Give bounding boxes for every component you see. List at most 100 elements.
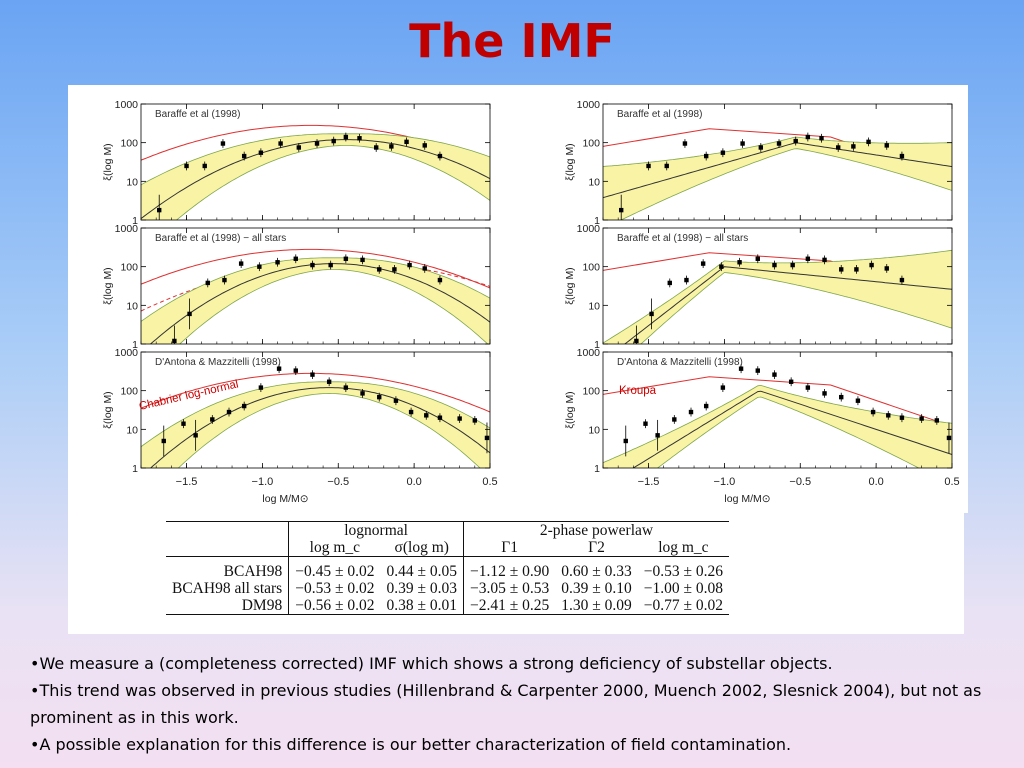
data-point — [293, 256, 298, 261]
x-tick-label: 0.0 — [406, 476, 421, 488]
table-cell: 0.38 ± 0.01 — [380, 597, 464, 615]
table-cell: −2.41 ± 0.25 — [469, 597, 550, 614]
chart-plot-area — [603, 128, 952, 220]
data-point — [437, 415, 443, 420]
data-point — [278, 141, 283, 146]
data-point — [884, 266, 889, 271]
data-point — [172, 338, 177, 344]
y-axis-label: ξ(log M) — [102, 267, 114, 304]
data-point — [357, 136, 362, 141]
chart-plot-area — [603, 249, 952, 344]
data-point — [343, 134, 349, 140]
table-cell: −0.53 ± 0.26 — [643, 563, 723, 580]
data-point — [360, 257, 365, 263]
slide-title: The IMF — [409, 14, 615, 68]
panel-frame — [140, 227, 491, 345]
y-tick-label: 10 — [126, 424, 138, 436]
y-tick-label: 100 — [120, 386, 138, 398]
data-point — [655, 433, 660, 438]
y-tick-label: 100 — [582, 138, 600, 150]
data-point — [407, 262, 412, 268]
data-point — [181, 421, 186, 426]
y-tick-label: 10 — [588, 176, 600, 188]
data-point — [776, 141, 782, 146]
panel-frame — [602, 103, 953, 221]
x-axis-label: log M/M⊙ — [262, 493, 308, 505]
data-point — [422, 266, 427, 271]
data-point — [805, 134, 811, 140]
y-tick-label: 1 — [132, 339, 138, 351]
data-point — [437, 153, 443, 159]
data-point — [422, 143, 427, 148]
table-cell: 0.60 ± 0.33 — [561, 563, 632, 580]
data-point — [835, 145, 841, 150]
table-row: BCAH98 −0.45 ± 0.02 0.44 ± 0.05 −1.12 ± … — [166, 563, 729, 580]
data-point — [210, 417, 215, 422]
reference-curve — [141, 248, 490, 289]
best-fit-curve — [632, 390, 952, 468]
data-point — [222, 277, 227, 283]
chart-plot-area — [141, 248, 490, 344]
chart-panel: −1.5 −1.0 −0.5 0.0 0.5 1 10 100 1000 ξ(log M) D'An… — [564, 347, 960, 505]
data-point — [772, 262, 777, 268]
table-cell: −0.77 ± 0.02 — [643, 597, 723, 614]
col-header-gamma1: Γ1 — [501, 539, 518, 556]
data-point — [360, 391, 365, 396]
chart-plot-area — [141, 364, 490, 468]
y-tick-label: 1000 — [577, 99, 601, 111]
uncertainty-band — [141, 133, 490, 220]
x-tick-label: 0.5 — [944, 476, 959, 488]
data-point — [869, 262, 874, 268]
table-spacer-row — [166, 556, 729, 563]
panel-title: Baraffe et al (1998) − all stars — [617, 233, 748, 244]
y-tick-label: 1 — [594, 339, 600, 351]
y-axis-label: ξ(log M) — [564, 267, 576, 304]
x-tick-label: −1.0 — [252, 476, 274, 488]
data-point — [755, 368, 760, 373]
best-fit-curve — [624, 266, 952, 344]
reference-curve — [141, 372, 490, 413]
data-point — [788, 379, 794, 384]
panel-frame — [602, 351, 953, 469]
data-point — [839, 267, 844, 272]
data-point — [919, 416, 924, 421]
col-header-log-mc: log m_c — [309, 539, 361, 556]
fit-parameters-table-panel: lognormal 2-phase powerlaw log m_c σ(log… — [68, 513, 964, 634]
data-point — [664, 163, 669, 169]
data-point — [343, 256, 349, 261]
data-point — [389, 144, 394, 149]
table-cell: −0.56 ± 0.02 — [295, 597, 375, 614]
x-tick-label: −1.5 — [638, 476, 660, 488]
best-fit-curve — [603, 142, 952, 199]
data-point — [193, 433, 198, 438]
row-label-dm98: DM98 — [166, 597, 290, 615]
data-point — [899, 415, 905, 420]
panel-title: Baraffe et al (1998) − all stars — [155, 233, 286, 244]
table-cell: 0.44 ± 0.05 — [380, 563, 464, 580]
data-point — [819, 136, 824, 141]
y-tick-label: 1000 — [577, 223, 601, 235]
table-cell: −0.53 ± 0.02 — [295, 580, 375, 597]
y-axis-label: ξ(log M) — [102, 143, 114, 180]
bullet-list: •We measure a (completeness corrected) I… — [30, 650, 990, 758]
data-point — [424, 413, 429, 418]
y-axis-label: ξ(log M) — [564, 391, 576, 428]
data-point — [737, 260, 742, 265]
data-point — [202, 163, 207, 169]
data-point — [643, 421, 648, 426]
data-point — [934, 418, 940, 423]
y-axis-label: ξ(log M) — [564, 143, 576, 180]
y-tick-label: 1 — [594, 215, 600, 227]
uncertainty-band — [603, 136, 952, 220]
data-point — [276, 366, 282, 371]
y-tick-label: 1000 — [115, 223, 139, 235]
data-point — [187, 311, 192, 317]
data-point — [257, 264, 262, 269]
data-point — [700, 261, 706, 266]
data-point — [457, 416, 462, 421]
data-point — [205, 280, 210, 286]
table-group-header-row: lognormal 2-phase powerlaw — [166, 521, 729, 539]
data-point — [672, 417, 677, 422]
imf-figure: 1 10 100 1000 ξ(log M) Baraffe et al (1998) 1 1… — [68, 85, 968, 513]
data-point — [822, 391, 827, 396]
